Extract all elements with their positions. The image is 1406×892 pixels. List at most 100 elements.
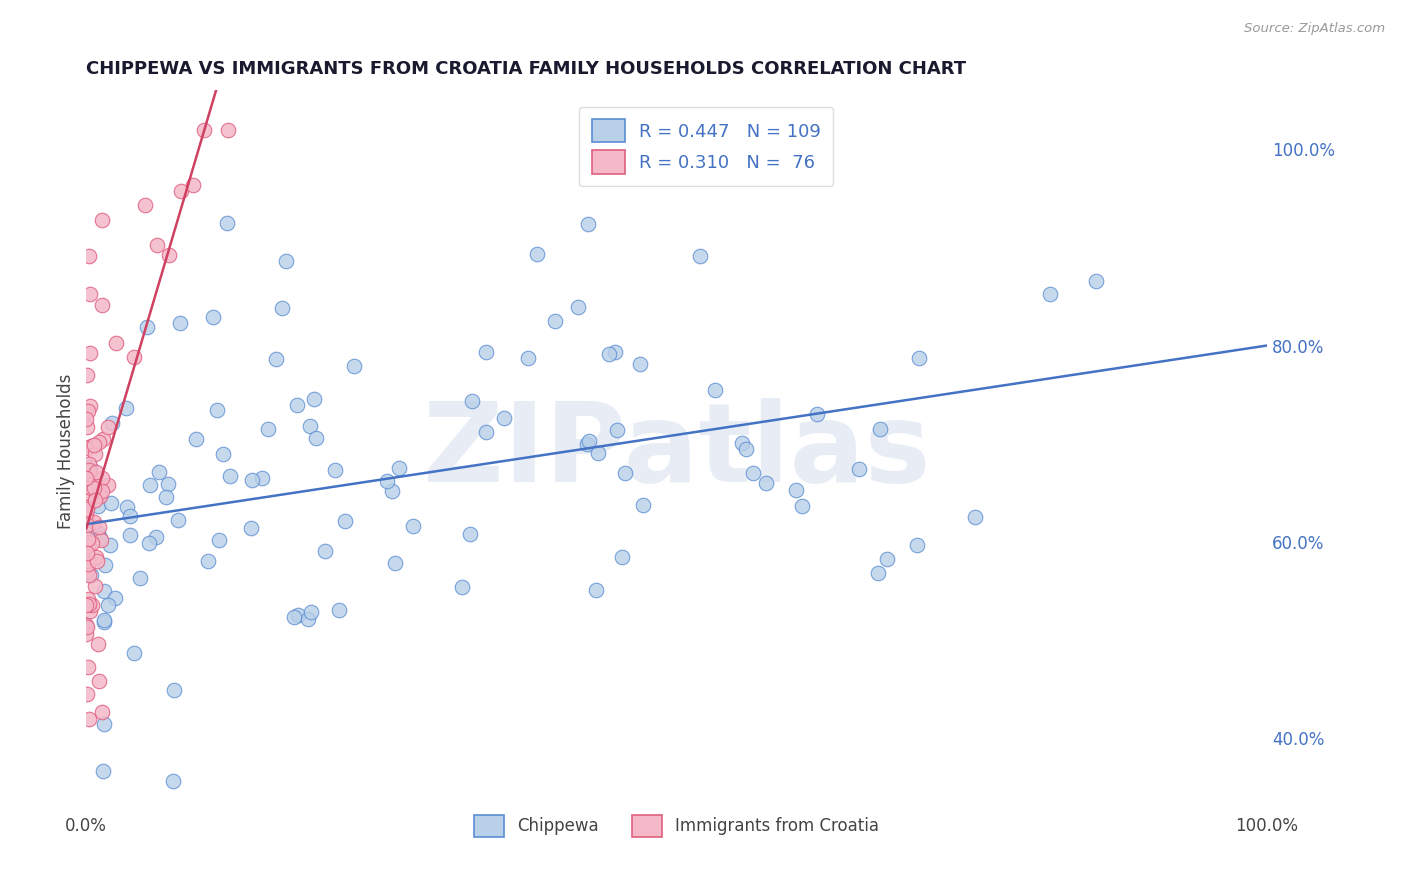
Point — [77, 555, 100, 569]
Point — [145, 529, 167, 543]
Point — [80, 481, 103, 495]
Point — [100, 496, 122, 510]
Point — [170, 184, 193, 198]
Point — [115, 500, 138, 514]
Point — [89, 489, 111, 503]
Point — [83, 488, 105, 502]
Point — [93, 613, 115, 627]
Point — [93, 615, 115, 630]
Point — [87, 526, 110, 541]
Point — [114, 401, 136, 415]
Point — [101, 416, 124, 430]
Point — [806, 408, 828, 422]
Point — [628, 357, 651, 371]
Point — [75, 627, 97, 641]
Point — [77, 597, 100, 611]
Point — [76, 620, 98, 634]
Point — [155, 491, 177, 505]
Point — [94, 558, 117, 573]
Point — [91, 298, 114, 312]
Point — [461, 394, 484, 409]
Point — [266, 352, 288, 367]
Point — [631, 498, 654, 512]
Point — [866, 566, 889, 581]
Point — [97, 419, 120, 434]
Text: Source: ZipAtlas.com: Source: ZipAtlas.com — [1244, 22, 1385, 36]
Point — [75, 617, 97, 632]
Point — [578, 434, 600, 448]
Point — [77, 457, 100, 471]
Point — [76, 420, 98, 434]
Point — [387, 461, 409, 475]
Point — [381, 484, 404, 499]
Point — [201, 310, 224, 324]
Point — [83, 579, 105, 593]
Point — [162, 773, 184, 788]
Point — [492, 410, 515, 425]
Point — [79, 399, 101, 413]
Point — [299, 605, 322, 619]
Point — [343, 359, 366, 374]
Point — [240, 474, 263, 488]
Point — [134, 198, 156, 212]
Point — [181, 178, 204, 193]
Point — [98, 538, 121, 552]
Point — [475, 425, 498, 439]
Point — [741, 466, 763, 480]
Point — [731, 436, 754, 450]
Point — [129, 571, 152, 585]
Point — [146, 238, 169, 252]
Point — [205, 403, 228, 417]
Point — [285, 398, 308, 412]
Point — [84, 447, 107, 461]
Point — [91, 706, 114, 720]
Point — [305, 431, 328, 445]
Point — [87, 673, 110, 688]
Point — [375, 475, 398, 489]
Point — [77, 489, 100, 503]
Point — [451, 580, 474, 594]
Point — [402, 519, 425, 533]
Point — [792, 499, 814, 513]
Point — [735, 442, 758, 456]
Point — [76, 557, 98, 571]
Text: CHIPPEWA VS IMMIGRANTS FROM CROATIA FAMILY HOUSEHOLDS CORRELATION CHART: CHIPPEWA VS IMMIGRANTS FROM CROATIA FAMI… — [86, 60, 966, 78]
Point — [76, 500, 98, 515]
Point — [585, 582, 607, 597]
Point — [122, 646, 145, 660]
Point — [79, 463, 101, 477]
Point — [80, 567, 103, 582]
Point — [240, 521, 263, 535]
Point — [93, 717, 115, 731]
Point — [76, 502, 98, 516]
Point — [76, 470, 98, 484]
Point — [586, 446, 609, 460]
Point — [83, 515, 105, 529]
Point — [526, 247, 548, 261]
Point — [325, 463, 347, 477]
Text: ZIPatlas: ZIPatlas — [423, 398, 931, 505]
Point — [80, 535, 103, 549]
Point — [79, 346, 101, 360]
Point — [598, 346, 620, 360]
Point — [76, 441, 98, 455]
Point — [76, 512, 98, 526]
Point — [76, 368, 98, 382]
Point — [257, 422, 280, 436]
Point — [76, 532, 98, 546]
Point — [384, 556, 406, 570]
Point — [76, 554, 98, 568]
Point — [848, 461, 870, 475]
Point — [83, 481, 105, 495]
Point — [77, 481, 100, 495]
Point — [79, 460, 101, 475]
Point — [785, 483, 807, 498]
Point — [75, 618, 97, 632]
Point — [575, 437, 598, 451]
Point — [86, 499, 108, 513]
Point — [77, 712, 100, 726]
Point — [76, 687, 98, 701]
Point — [138, 536, 160, 550]
Point — [105, 336, 128, 351]
Point — [333, 514, 356, 528]
